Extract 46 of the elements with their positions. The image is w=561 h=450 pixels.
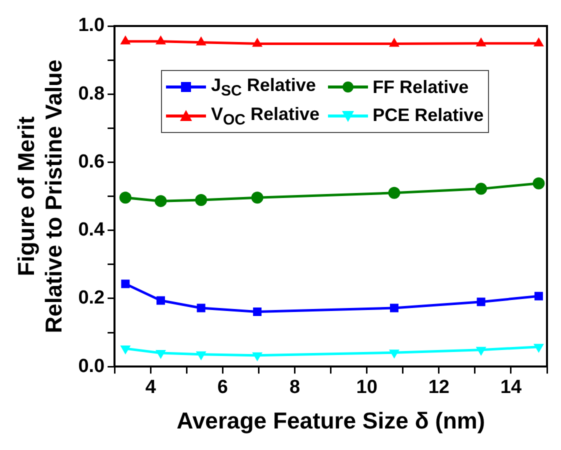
y-tick-label: 1.0 — [78, 15, 105, 36]
point — [195, 194, 208, 206]
point — [532, 177, 545, 190]
y-tick-label: 0.0 — [78, 356, 105, 377]
point — [120, 346, 131, 355]
point — [120, 35, 131, 44]
point — [388, 186, 400, 199]
point — [476, 37, 486, 46]
point — [252, 352, 262, 362]
x-tick-label: 10 — [356, 377, 378, 398]
point — [534, 344, 544, 353]
legend-label: FF Relative — [372, 76, 469, 98]
x-tick-label: 4 — [145, 377, 156, 398]
y-tick-label: 0.2 — [78, 288, 105, 309]
point — [154, 195, 167, 208]
legend-label: J$_{SC}$ Relative — [211, 75, 316, 100]
y-tick-label: 0.8 — [78, 83, 105, 104]
point — [390, 304, 398, 312]
x-tick-label: 12 — [428, 377, 450, 398]
point — [156, 350, 166, 359]
point — [389, 350, 400, 359]
y-tick-label: 0.6 — [78, 151, 105, 172]
x-tick-label: 8 — [289, 377, 300, 398]
x-tick-label: 14 — [500, 377, 522, 398]
y-tick-label: 0.4 — [78, 220, 106, 241]
point — [156, 296, 165, 305]
point — [475, 182, 488, 195]
y-axis-title: Figure of Merit Relative to Pristine Value — [13, 60, 67, 334]
x-axis-title: Average Feature Size δ (nm) — [176, 408, 485, 434]
point — [156, 35, 166, 44]
point — [534, 37, 544, 46]
x-tick-label: 6 — [217, 377, 228, 398]
point — [196, 36, 206, 46]
point — [196, 351, 206, 360]
point — [196, 304, 206, 312]
point — [119, 192, 132, 204]
point — [121, 280, 130, 288]
point — [389, 38, 400, 47]
point — [476, 298, 486, 306]
point — [253, 308, 262, 316]
point — [534, 292, 543, 300]
point — [476, 346, 486, 356]
legend-label: V$_{OC}$ Relative — [211, 104, 320, 128]
legend-label: PCE Relative — [372, 105, 484, 126]
point — [252, 38, 262, 47]
point — [251, 192, 264, 204]
